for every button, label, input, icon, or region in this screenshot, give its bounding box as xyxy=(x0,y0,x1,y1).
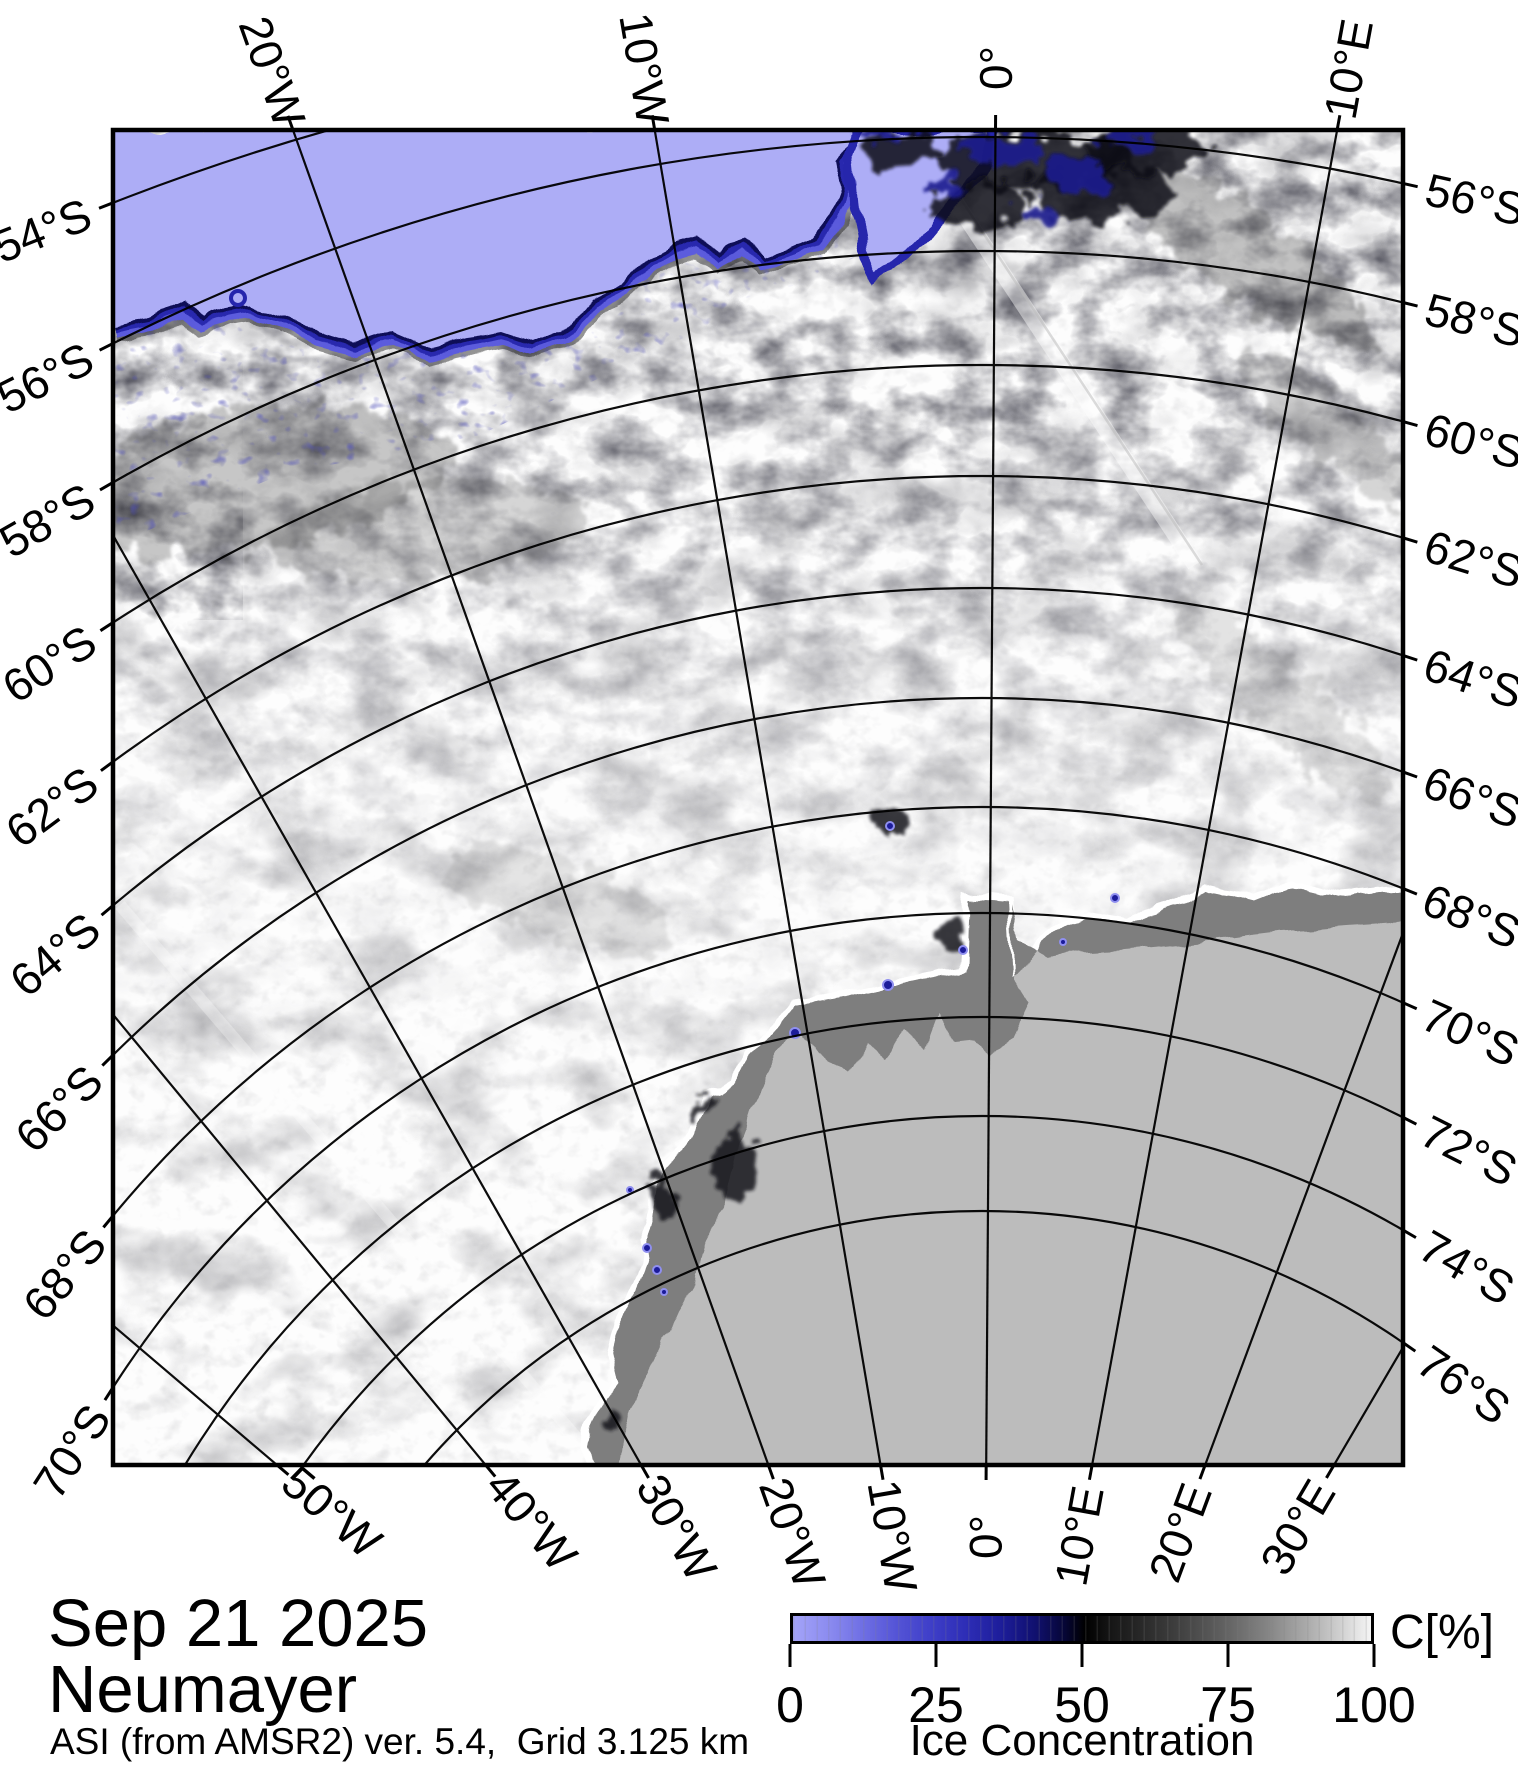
lat-label-left: 64°S xyxy=(0,902,110,1006)
lat-label-right: 64°S xyxy=(1418,638,1518,719)
colorbar-tick-label: 100 xyxy=(1332,1676,1415,1734)
lat-label-right: 70°S xyxy=(1414,989,1518,1077)
colorbar-tick xyxy=(789,1644,792,1667)
coastal-dark-spot xyxy=(605,1415,619,1435)
colorbar-gradient xyxy=(790,1613,1374,1644)
lon-label-bottom: 20°E xyxy=(1138,1476,1222,1588)
lat-label-right: 56°S xyxy=(1421,163,1518,236)
lat-label-left: 54°S xyxy=(0,188,98,273)
polynya-spot xyxy=(643,1244,651,1252)
colorbar-tick-label: 0 xyxy=(776,1676,804,1734)
lat-label-right: 62°S xyxy=(1418,520,1518,599)
lat-label-right: 58°S xyxy=(1420,283,1518,358)
lon-label-bottom: 20°W xyxy=(749,1471,836,1595)
lon-label-top: 20°W xyxy=(229,10,316,134)
low-ice-navy-patch xyxy=(1045,157,1105,193)
polynya-spot xyxy=(883,980,893,990)
polynya-spot xyxy=(886,822,894,830)
coastal-dark-spot xyxy=(716,1127,760,1203)
date-label: Sep 21 2025 xyxy=(48,1590,428,1657)
colorbar-tick xyxy=(935,1644,938,1667)
polynya-spot xyxy=(661,1289,667,1295)
colorbar-ticks xyxy=(790,1644,1374,1668)
colorbar-tick xyxy=(1373,1644,1376,1667)
polynya-spot xyxy=(1060,939,1066,945)
colorbar-tick xyxy=(1227,1644,1230,1667)
lon-label-bottom: 30°W xyxy=(626,1466,727,1590)
lat-label-right: 74°S xyxy=(1410,1220,1518,1315)
coastal-dark-spot xyxy=(650,1180,670,1220)
map-raster xyxy=(42,124,1441,1472)
lat-label-right: 72°S xyxy=(1413,1105,1518,1197)
low-ice-navy-patch xyxy=(1023,205,1067,225)
lat-label-left: 66°S xyxy=(5,1055,113,1162)
coastal-dark-spot xyxy=(692,1097,708,1113)
lat-label-left: 58°S xyxy=(0,473,103,568)
lat-label-right: 68°S xyxy=(1415,873,1518,959)
lat-label-left: 68°S xyxy=(13,1219,117,1329)
source-label: ASI (from AMSR2) ver. 5.4, Grid 3.125 km xyxy=(50,1723,749,1760)
lon-label-bottom: 30°E xyxy=(1250,1471,1346,1584)
colorbar-title: C[%] xyxy=(1390,1605,1494,1660)
coastal-dark-spot xyxy=(936,925,964,945)
polynya-spot xyxy=(653,1266,661,1274)
lat-label-right: 76°S xyxy=(1408,1335,1518,1435)
lat-label-left: 56°S xyxy=(0,332,102,424)
lon-label-bottom: 10°E xyxy=(1045,1482,1114,1590)
lon-label-bottom: 0° xyxy=(960,1515,1012,1559)
lon-label-bottom: 40°W xyxy=(475,1460,587,1581)
colorbar-tick xyxy=(1081,1644,1084,1667)
lon-label-top: 0° xyxy=(970,46,1022,90)
lon-label-bottom: 50°W xyxy=(272,1455,392,1568)
low-ice-navy-patch xyxy=(935,173,975,197)
lon-label-bottom: 10°W xyxy=(857,1476,927,1597)
lat-label-right: 66°S xyxy=(1417,756,1518,839)
polynya-spot xyxy=(1111,894,1119,902)
region-label: Neumayer xyxy=(48,1656,357,1723)
lat-label-left: 60°S xyxy=(0,615,105,713)
lon-label-top: 10°E xyxy=(1314,15,1383,123)
open-water-spot xyxy=(231,291,245,305)
colorbar-axis-label: Ice Concentration xyxy=(910,1716,1255,1766)
lat-label-left: 62°S xyxy=(0,756,108,857)
lat-label-right: 60°S xyxy=(1419,403,1518,480)
polynya-spot xyxy=(959,946,967,954)
lat-label-left: 70°S xyxy=(23,1395,121,1507)
lon-label-top: 10°W xyxy=(609,9,679,130)
